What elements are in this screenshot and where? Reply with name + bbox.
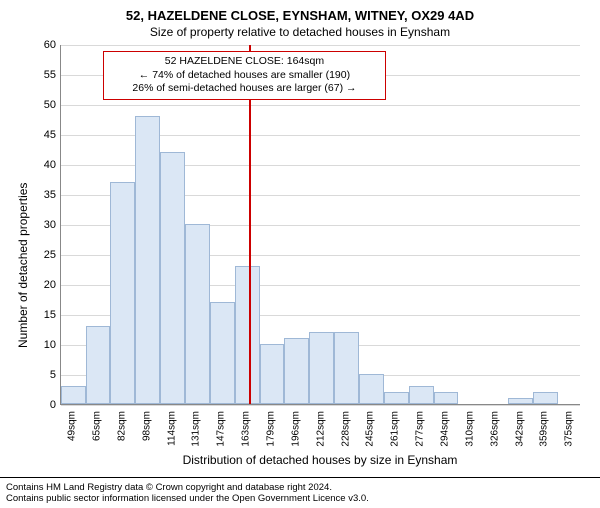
x-tick-label: 228sqm bbox=[340, 411, 351, 447]
histogram-bar bbox=[334, 332, 359, 404]
x-tick-label: 212sqm bbox=[315, 411, 326, 447]
y-tick-label: 20 bbox=[26, 279, 56, 291]
y-tick-label: 40 bbox=[26, 159, 56, 171]
x-tick-label: 277sqm bbox=[415, 411, 426, 447]
histogram-bar bbox=[86, 326, 111, 404]
page-title: 52, HAZELDENE CLOSE, EYNSHAM, WITNEY, OX… bbox=[0, 8, 600, 23]
x-tick-label: 245sqm bbox=[365, 411, 376, 447]
x-axis-title: Distribution of detached houses by size … bbox=[60, 453, 580, 467]
histogram-bar bbox=[284, 338, 309, 404]
annotation-line: 52 HAZELDENE CLOSE: 164sqm bbox=[110, 55, 380, 69]
histogram-bar bbox=[61, 386, 86, 404]
histogram-bar bbox=[533, 392, 558, 404]
y-tick-label: 60 bbox=[26, 39, 56, 51]
x-tick-label: 342sqm bbox=[514, 411, 525, 447]
y-tick-label: 35 bbox=[26, 189, 56, 201]
grid-line bbox=[61, 405, 580, 406]
y-tick-label: 55 bbox=[26, 69, 56, 81]
x-tick-label: 147sqm bbox=[216, 411, 227, 447]
footer-line: Contains HM Land Registry data © Crown c… bbox=[6, 482, 594, 493]
y-tick-label: 5 bbox=[26, 369, 56, 381]
x-tick-label: 82sqm bbox=[116, 411, 127, 441]
footer-line: Contains public sector information licen… bbox=[6, 493, 594, 504]
histogram-bar bbox=[110, 182, 135, 404]
y-tick-label: 50 bbox=[26, 99, 56, 111]
x-tick-label: 179sqm bbox=[266, 411, 277, 447]
x-tick-label: 98sqm bbox=[141, 411, 152, 441]
histogram-bar bbox=[359, 374, 384, 404]
annotation-line: ← 74% of detached houses are smaller (19… bbox=[110, 69, 380, 83]
histogram-bar bbox=[260, 344, 285, 404]
histogram-bar bbox=[384, 392, 409, 404]
histogram-bar bbox=[185, 224, 210, 404]
x-tick-label: 131sqm bbox=[191, 411, 202, 447]
grid-line bbox=[61, 105, 580, 106]
grid-line bbox=[61, 45, 580, 46]
annotation-line: 26% of semi-detached houses are larger (… bbox=[110, 82, 380, 96]
histogram-bar bbox=[409, 386, 434, 404]
page-subtitle: Size of property relative to detached ho… bbox=[0, 25, 600, 39]
x-tick-label: 114sqm bbox=[166, 411, 177, 446]
histogram-bar bbox=[210, 302, 235, 404]
x-tick-label: 196sqm bbox=[290, 411, 301, 447]
x-tick-label: 375sqm bbox=[564, 411, 575, 447]
x-tick-label: 261sqm bbox=[390, 411, 401, 447]
x-tick-label: 359sqm bbox=[539, 411, 550, 447]
y-tick-label: 15 bbox=[26, 309, 56, 321]
histogram-bar bbox=[235, 266, 260, 404]
histogram-bar bbox=[309, 332, 334, 404]
histogram-bar bbox=[135, 116, 160, 404]
histogram-chart: 52 HAZELDENE CLOSE: 164sqm← 74% of detac… bbox=[60, 45, 580, 405]
x-tick-label: 65sqm bbox=[92, 411, 103, 441]
histogram-bar bbox=[434, 392, 459, 404]
y-tick-label: 45 bbox=[26, 129, 56, 141]
histogram-bar bbox=[160, 152, 185, 404]
y-tick-label: 10 bbox=[26, 339, 56, 351]
annotation-box: 52 HAZELDENE CLOSE: 164sqm← 74% of detac… bbox=[103, 51, 387, 100]
plot-area: 52 HAZELDENE CLOSE: 164sqm← 74% of detac… bbox=[60, 45, 580, 405]
y-tick-label: 30 bbox=[26, 219, 56, 231]
x-tick-label: 294sqm bbox=[440, 411, 451, 447]
x-tick-label: 326sqm bbox=[489, 411, 500, 447]
y-tick-label: 25 bbox=[26, 249, 56, 261]
histogram-bar bbox=[508, 398, 533, 404]
x-tick-label: 49sqm bbox=[67, 411, 78, 441]
y-tick-label: 0 bbox=[26, 399, 56, 411]
x-tick-label: 163sqm bbox=[241, 411, 252, 447]
x-tick-label: 310sqm bbox=[464, 411, 475, 447]
y-axis-title: Number of detached properties bbox=[16, 183, 30, 348]
